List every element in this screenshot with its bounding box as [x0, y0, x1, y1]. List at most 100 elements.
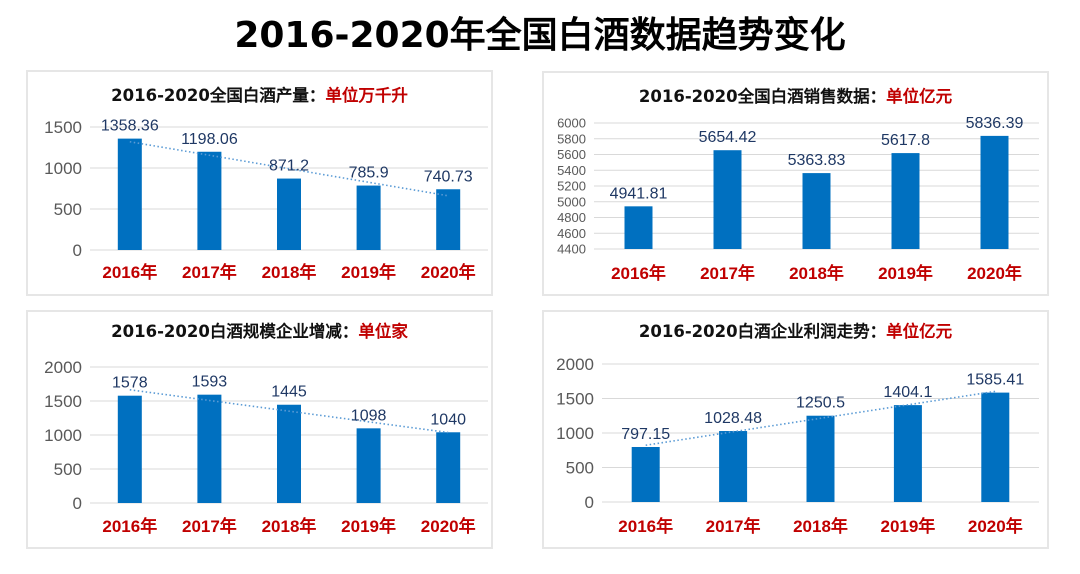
bar — [436, 189, 461, 250]
trendline — [129, 140, 449, 197]
y-tick-label: 6000 — [557, 116, 586, 131]
data-label: 785.9 — [349, 165, 389, 182]
data-label: 1250.5 — [796, 395, 845, 412]
x-category-label: 2018年 — [793, 516, 848, 536]
data-label: 5617.8 — [881, 132, 930, 149]
x-category-label: 2020年 — [967, 263, 1022, 283]
bar — [891, 153, 920, 249]
chart-title-text: 2016-2020全国白酒产量： — [111, 86, 326, 105]
x-category-label: 2018年 — [262, 262, 317, 282]
data-label: 1585.41 — [966, 372, 1024, 389]
x-category-label: 2016年 — [618, 516, 673, 536]
bar — [980, 135, 1009, 249]
x-category-label: 2017年 — [182, 516, 237, 536]
data-label: 5363.83 — [788, 152, 846, 169]
y-tick-label: 1500 — [44, 392, 82, 411]
chart-unit: 单位亿元 — [886, 87, 953, 106]
chart-title: 2016-2020白酒企业利润走势：单位亿元 — [544, 318, 1047, 342]
y-tick-label: 1500 — [556, 389, 594, 408]
y-tick-label: 1500 — [44, 118, 82, 137]
bar — [117, 395, 142, 503]
data-label: 1098 — [351, 407, 387, 424]
chart-panel-sales: 2016-2020全国白酒销售数据：单位亿元 4400 4600 4800 5000 5… — [542, 71, 1049, 296]
chart-unit: 单位万千升 — [325, 86, 408, 105]
y-tick-label: 5400 — [557, 163, 586, 178]
y-tick-label: 500 — [54, 200, 82, 219]
chart-title-text: 2016-2020全国白酒销售数据： — [638, 87, 887, 106]
x-category-label: 2018年 — [789, 263, 844, 283]
y-tick-label: 0 — [73, 494, 82, 513]
data-label: 1404.1 — [883, 384, 932, 401]
y-tick-label: 2000 — [556, 355, 594, 374]
bar — [719, 431, 748, 502]
data-label: 1198.06 — [181, 131, 238, 148]
bar — [277, 178, 301, 250]
y-tick-label: 4400 — [557, 242, 586, 257]
bar-chart-production: 0 500 1000 1500 1358.36 1198.06 871.2 785.9 740.… — [44, 118, 488, 282]
data-label: 1028.48 — [704, 410, 762, 427]
data-label: 1445 — [271, 384, 307, 401]
y-tick-label: 5200 — [557, 179, 586, 194]
page-title: 2016-2020年全国白酒数据趋势变化 — [234, 15, 846, 56]
bar — [802, 173, 831, 249]
chart-title: 2016-2020白酒规模企业增减：单位家 — [28, 318, 491, 342]
y-tick-label: 5000 — [557, 194, 586, 209]
x-category-label: 2019年 — [341, 516, 396, 536]
x-category-label: 2016年 — [102, 262, 157, 282]
data-label: 5654.42 — [699, 129, 757, 146]
bar-chart-profit: 0 500 1000 1500 2000 797.15 1028.48 1250.5 1404.… — [556, 355, 1039, 536]
x-category-label: 2017年 — [706, 516, 761, 536]
data-label: 5836.39 — [966, 115, 1024, 132]
x-category-label: 2016年 — [102, 516, 157, 536]
x-category-label: 2020年 — [421, 516, 476, 536]
chart-title-text: 2016-2020白酒规模企业增减： — [111, 322, 359, 341]
chart-panel-enterprises: 2016-2020白酒规模企业增减：单位家 0 500 1000 1500 2000 15… — [26, 310, 493, 549]
bar — [197, 151, 222, 250]
x-category-label: 2016年 — [611, 263, 666, 283]
chart-unit: 单位亿元 — [886, 322, 953, 341]
chart-panel-production: 2016-2020全国白酒产量：单位万千升 0 500 1000 1500 1358.3… — [26, 70, 493, 296]
y-tick-label: 2000 — [44, 358, 82, 377]
x-category-label: 2020年 — [968, 516, 1023, 536]
x-category-label: 2020年 — [421, 262, 476, 282]
bar — [356, 185, 381, 250]
x-category-label: 2017年 — [700, 263, 755, 283]
data-label: 1040 — [430, 411, 466, 428]
x-category-label: 2019年 — [880, 516, 935, 536]
bar-chart-enterprises: 0 500 1000 1500 2000 1578 1593 1445 1098 1040 2016… — [44, 358, 488, 536]
bar — [806, 415, 835, 502]
chart-unit: 单位家 — [358, 322, 408, 341]
data-label: 1578 — [112, 375, 148, 392]
bar — [981, 392, 1010, 502]
y-tick-label: 500 — [566, 458, 594, 477]
y-tick-label: 0 — [585, 493, 594, 512]
trendline — [129, 388, 449, 434]
trendline — [645, 390, 996, 447]
bar — [624, 206, 653, 249]
chart-panel-profit: 2016-2020白酒企业利润走势：单位亿元 0 500 1000 1500 2000 7… — [542, 310, 1049, 549]
bar — [713, 150, 742, 249]
data-label: 1593 — [192, 374, 228, 391]
bar — [436, 432, 461, 503]
chart-title: 2016-2020全国白酒销售数据：单位亿元 — [544, 83, 1047, 107]
x-category-label: 2019年 — [878, 263, 933, 283]
bar — [277, 404, 301, 503]
x-category-label: 2019年 — [341, 262, 396, 282]
y-tick-label: 500 — [54, 460, 82, 479]
chart-title-text: 2016-2020白酒企业利润走势： — [638, 322, 887, 341]
data-label: 1358.36 — [101, 118, 159, 135]
bar — [893, 405, 922, 502]
data-label: 4941.81 — [610, 185, 668, 202]
chart-title: 2016-2020全国白酒产量：单位万千升 — [28, 82, 491, 106]
x-category-label: 2017年 — [182, 262, 237, 282]
y-tick-label: 4600 — [557, 226, 586, 241]
y-tick-label: 1000 — [44, 159, 82, 178]
y-tick-label: 1000 — [44, 426, 82, 445]
bar — [631, 446, 660, 502]
y-tick-label: 1000 — [556, 424, 594, 443]
data-label: 740.73 — [424, 168, 473, 185]
y-tick-label: 5800 — [557, 131, 586, 146]
bar — [356, 428, 381, 503]
data-label: 797.15 — [621, 426, 670, 443]
